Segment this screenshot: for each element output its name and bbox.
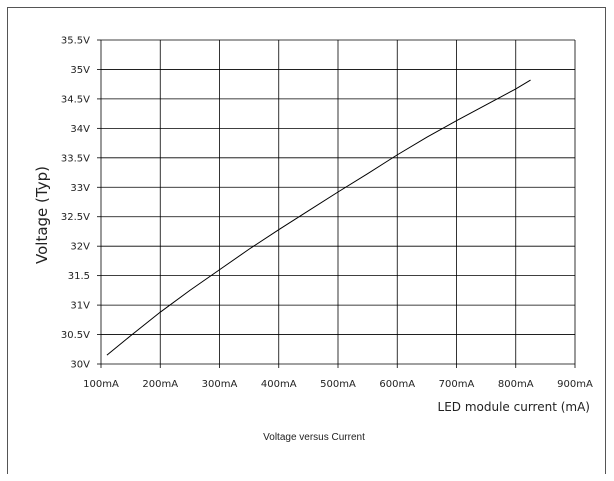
x-axis-label: LED module current (mA)	[438, 400, 590, 414]
x-tick-label: 300mA	[202, 379, 238, 390]
y-tick-label: 30.5V	[61, 330, 90, 341]
y-tick-label: 35V	[70, 65, 90, 76]
y-tick-labels: 30V 30.5V 31V 31.5 32V 32.5V 33V 33.5V 34V 34.5V 3…	[61, 36, 90, 371]
x-tick-label: 500mA	[320, 379, 356, 390]
x-tick-label: 600mA	[379, 379, 415, 390]
y-tick-label: 34.5V	[61, 94, 90, 105]
y-tick-label: 32V	[70, 242, 90, 253]
series-line	[106, 79, 531, 356]
y-tick-label: 33.5V	[61, 153, 90, 164]
y-tick-label: 31.5	[68, 271, 90, 282]
grid	[97, 39, 576, 368]
y-tick-label: 33V	[70, 183, 90, 194]
x-tick-labels: 100mA 200mA 300mA 400mA 500mA 600mA 700mA 800mA…	[83, 379, 593, 390]
x-tick-label: 100mA	[83, 379, 119, 390]
x-tick-label: 900mA	[557, 379, 593, 390]
y-tick-label: 30V	[70, 360, 90, 371]
y-tick-label: 35.5V	[61, 36, 90, 47]
x-tick-label: 800mA	[498, 379, 534, 390]
x-tick-label: 700mA	[439, 379, 475, 390]
chart-frame	[7, 7, 606, 474]
y-axis-label: Voltage (Typ)	[33, 166, 51, 264]
y-tick-label: 32.5V	[61, 212, 90, 223]
y-tick-label: 31V	[70, 301, 90, 312]
chart-caption: Voltage versus Current	[263, 432, 365, 443]
x-tick-label: 200mA	[142, 379, 178, 390]
x-tick-label: 400mA	[261, 379, 297, 390]
y-tick-label: 34V	[70, 124, 90, 135]
